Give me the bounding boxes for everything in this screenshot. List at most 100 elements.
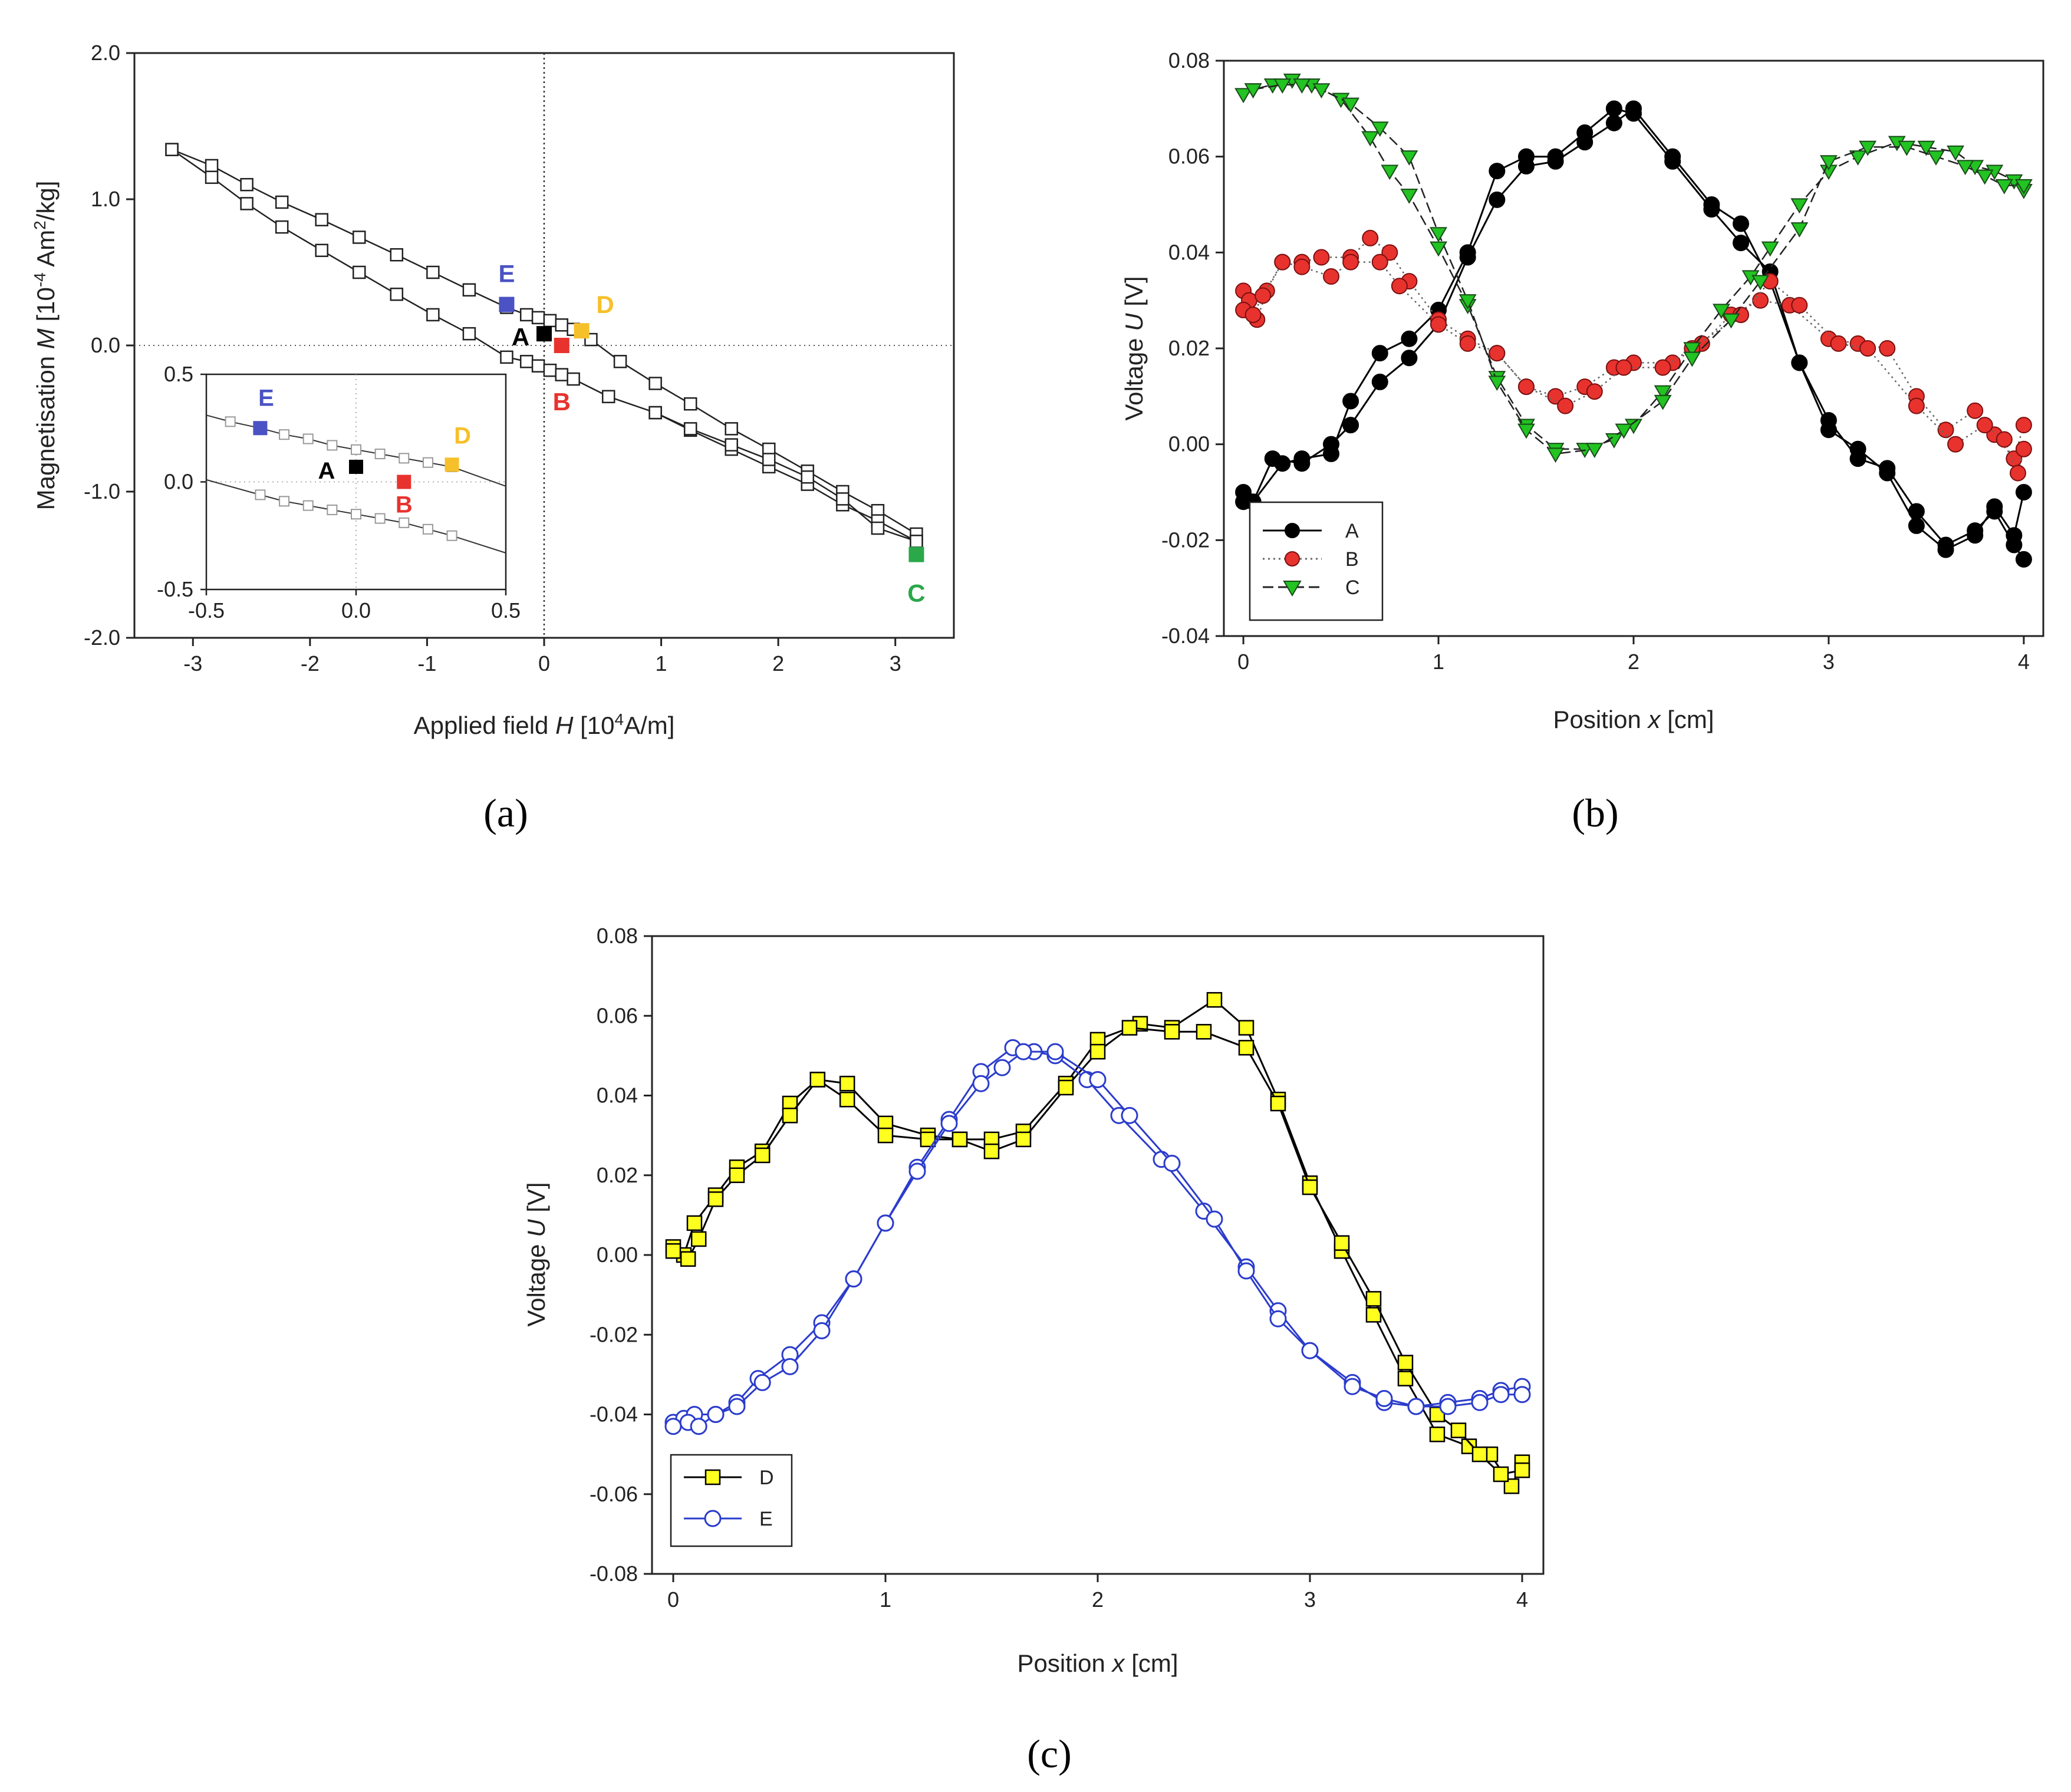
data-point-e: [1089, 1070, 1107, 1088]
data-point-d: [1429, 1427, 1446, 1442]
inset-state-marker-b: [397, 475, 411, 489]
y-tick-label: -2.0: [84, 625, 120, 650]
state-marker-b: [554, 338, 569, 353]
inset-point: [279, 429, 290, 440]
data-point-d: [1514, 1462, 1530, 1478]
data-point-c: [1751, 275, 1770, 291]
series-line-e: [673, 1046, 1523, 1424]
inset-point: [374, 449, 386, 460]
hysteresis-point: [426, 308, 440, 322]
data-point-c: [1371, 121, 1389, 137]
data-point-d: [1164, 1024, 1180, 1040]
hysteresis-point: [353, 265, 366, 279]
data-point-e: [1163, 1154, 1181, 1172]
data-point-e: [1492, 1386, 1510, 1404]
hysteresis-point: [390, 287, 404, 301]
data-point-c: [1273, 78, 1292, 94]
data-point-c: [2014, 179, 2033, 195]
data-point-c: [1381, 164, 1399, 180]
hysteresis-point: [500, 350, 513, 364]
data-point-d: [1089, 1043, 1106, 1060]
panel-c: 0 1 2 3 4 -0.08 -0.06 -0.04 -0.02 0.00 0.02 0.04 0.0…: [522, 924, 1545, 1776]
hysteresis-point: [519, 355, 534, 368]
hysteresis-point: [519, 308, 534, 322]
data-point-a: [1625, 100, 1642, 117]
data-point-d: [665, 1243, 681, 1259]
data-point-b: [1371, 253, 1388, 271]
data-point-a: [1576, 134, 1593, 151]
state-marker-e: [499, 297, 515, 312]
x-tick-label: 2: [1628, 650, 1639, 674]
data-point-e: [690, 1418, 707, 1435]
data-point-c: [1683, 342, 1701, 358]
data-point-e: [1121, 1106, 1138, 1124]
hysteresis-point: [240, 177, 253, 192]
inset-state-label-e: E: [258, 385, 274, 411]
data-point-e: [728, 1398, 746, 1415]
data-point-d: [729, 1167, 745, 1183]
data-point-e: [1206, 1210, 1223, 1228]
data-point-b: [1976, 417, 1993, 434]
hysteresis-point: [613, 355, 627, 368]
hysteresis-point: [315, 243, 328, 258]
state-label-e: E: [498, 260, 515, 288]
inset-x-tick-label: -0.5: [188, 598, 225, 622]
hysteresis-point: [648, 377, 662, 390]
legend-c-label-d: D: [759, 1467, 774, 1489]
hysteresis-point: [353, 230, 366, 244]
series-line-a: [1243, 107, 2025, 560]
data-point-c: [1488, 375, 1506, 391]
state-label-b: B: [553, 388, 571, 416]
data-point-b: [1255, 287, 1272, 304]
data-point-a: [1547, 153, 1564, 170]
panel-label-b: (b): [1572, 790, 1618, 835]
data-point-a: [1664, 148, 1681, 165]
hysteresis-point: [531, 359, 545, 373]
legend-b-label-a: A: [1345, 520, 1359, 542]
data-point-b: [1859, 340, 1876, 357]
data-point-c: [1927, 150, 1945, 166]
data-point-c: [1400, 189, 1418, 204]
y-tick-label: 0.08: [1168, 48, 1210, 73]
data-point-b: [1791, 297, 1808, 314]
legend-b-marker-c: [1283, 581, 1302, 597]
hysteresis-point: [165, 143, 179, 156]
y-tick-label: 0.00: [1168, 432, 1210, 456]
plot-a-data: A B C D E: [165, 143, 926, 607]
hysteresis-point: [683, 422, 697, 436]
inset-y-tick-label: 0.0: [164, 470, 193, 494]
data-point-d: [1058, 1079, 1074, 1096]
inset-state-label-a: A: [318, 458, 335, 484]
inset-state-marker-e: [253, 421, 268, 436]
y-tick-label: -0.04: [590, 1402, 638, 1427]
data-point-c: [1712, 304, 1730, 319]
data-point-d: [1196, 1024, 1212, 1040]
data-point-c: [1820, 155, 1838, 170]
data-point-d: [1015, 1131, 1032, 1148]
data-point-d: [1493, 1466, 1509, 1483]
plot-b-ylabel: Voltage U [V]: [1120, 276, 1148, 420]
inset-point: [279, 496, 290, 507]
plot-b-data: [1234, 73, 2033, 568]
data-point-c: [1975, 169, 1994, 185]
series-line-b: [1243, 261, 2025, 476]
data-point-b: [1557, 397, 1574, 414]
data-point-e: [1407, 1398, 1425, 1415]
data-point-d: [680, 1251, 696, 1267]
data-point-d: [690, 1231, 707, 1247]
data-point-e: [753, 1373, 771, 1391]
panel-b: 0 1 2 3 4 -0.04 -0.02 0.00 0.02 0.04 0.06 0.08 A B …: [1120, 48, 2044, 835]
x-tick-label: 3: [1823, 650, 1835, 674]
legend-b-marker-b: [1285, 551, 1300, 566]
data-point-d: [782, 1108, 798, 1124]
plot-b-axes: 0 1 2 3 4 -0.04 -0.02 0.00 0.02 0.04 0.06 0.08: [1161, 48, 2030, 674]
legend-b-box: [1249, 501, 1384, 621]
data-point-c: [1859, 140, 1877, 156]
data-point-b: [2009, 465, 2026, 482]
inset-point: [225, 416, 236, 427]
legend-b-label-b: B: [1345, 548, 1359, 571]
data-point-b: [1586, 383, 1603, 400]
data-point-b: [1654, 359, 1671, 376]
x-tick-label: 2: [1092, 1587, 1104, 1612]
data-point-d: [686, 1215, 703, 1231]
